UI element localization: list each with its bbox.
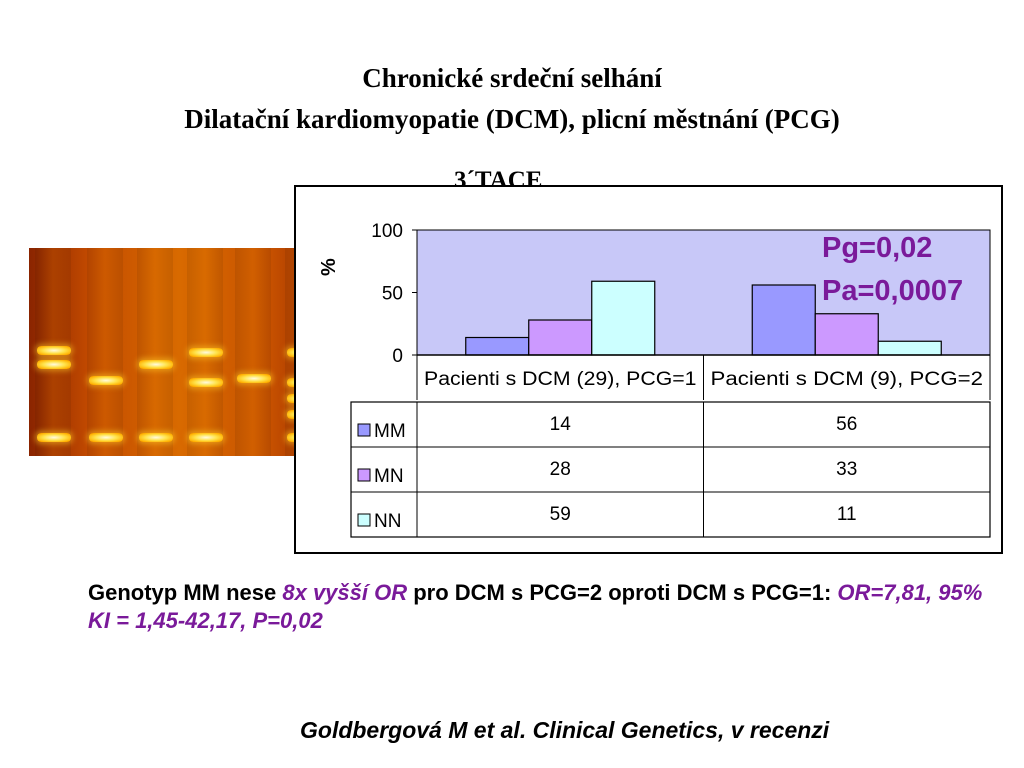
finding-part2: pro DCM s PCG=2 oproti DCM s PCG=1: [407,580,838,605]
finding-emphasis-or: 8x vyšší OR [282,580,408,605]
gel-band [237,374,271,383]
bar-mm [751,284,816,356]
finding-emphasis-stats: OR=7,81, 95% KI = 1,45-42,17, P=0,02 [88,580,983,633]
chart-frame: 0 50 100 Pacienti s DCM (29), PCG=1 Pacienti… [294,185,1003,554]
gel-band [89,433,123,442]
legend-label-mm: MM [374,421,406,442]
gel-band [139,360,173,369]
slide-title-line2: Dilatační kardiomyopatie (DCM), plicní m… [184,104,840,134]
legend-swatch-mm [357,423,371,437]
table-cell-value: 11 [837,504,857,525]
data-table-border [350,401,991,538]
citation: Goldbergová M et al. Clinical Genetics, … [300,717,830,743]
gel-band [139,433,173,442]
bar-mn [528,319,593,356]
gel-band [189,433,223,442]
legend-label-mn: MN [374,466,404,487]
category-label: Pacienti s DCM (29), PCG=1 [424,369,697,390]
bar-nn [877,340,942,356]
y-tick-label: 0 [392,346,403,367]
gel-band [189,348,223,357]
plot-area [416,229,991,356]
gel-band [37,433,71,442]
category-label: Pacienti s DCM (9), PCG=2 [711,369,984,390]
gel-band [189,378,223,387]
legend-swatch-nn [357,513,371,527]
y-tick-label: 50 [382,284,403,305]
gel-band [37,360,71,369]
table-cell-value: 14 [550,414,572,435]
y-tick-label: 100 [371,221,403,242]
gel-lane [87,248,123,456]
table-cell-value: 33 [836,459,857,480]
gel-lane [137,248,173,456]
y-axis-label: % [318,258,340,276]
bar-mn [814,313,879,356]
bar-nn [591,280,656,356]
gel-lane [235,248,271,456]
gel-band [37,346,71,355]
table-cell-value: 56 [836,414,857,435]
gene-label: 3´TACE [454,167,543,188]
table-cell-value: 28 [550,459,571,480]
legend-swatch-mn [357,468,371,482]
finding-part1: Genotyp MM nese [88,580,283,605]
slide-title-line1: Chronické srdeční selhání [362,63,662,93]
table-cell-value: 59 [550,504,571,525]
stat-pg: Pg=0,02 [822,232,933,264]
electrophoresis-gel-image [29,248,329,456]
stat-pa: Pa=0,0007 [822,275,964,307]
bar-chart-with-table: 0 50 100 Pacienti s DCM (29), PCG=1 Pacienti… [350,221,991,538]
finding-text: Genotyp MM nese 8x vyšší OR pro DCM s PC… [88,579,988,635]
bar-mm [465,336,530,356]
gel-band [89,376,123,385]
legend-label-nn: NN [374,511,401,532]
